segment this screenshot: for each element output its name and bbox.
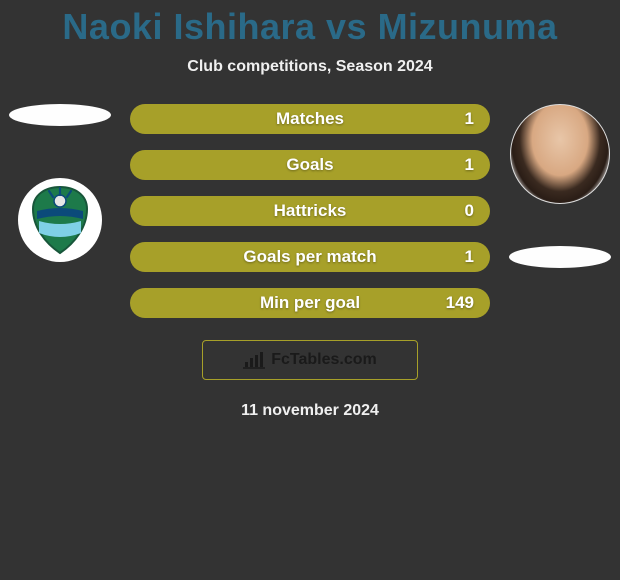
main-layout: Matches 1 Goals 1 Hattricks 0 Goals per … <box>0 104 620 318</box>
stat-value-right: 1 <box>465 109 474 129</box>
stat-value-right: 1 <box>465 155 474 175</box>
brand-text: FcTables.com <box>271 351 377 369</box>
stat-label: Matches <box>276 109 344 129</box>
player-photo-placeholder <box>9 104 111 126</box>
club-badge-left <box>18 178 102 262</box>
stat-row: Min per goal 149 <box>130 288 490 318</box>
stat-label: Goals per match <box>243 247 376 267</box>
player-photo <box>510 104 610 204</box>
stat-label: Min per goal <box>260 293 360 313</box>
footer-date: 11 november 2024 <box>0 402 620 420</box>
stat-row: Goals 1 <box>130 150 490 180</box>
page-subtitle: Club competitions, Season 2024 <box>0 58 620 76</box>
comparison-card: Naoki Ishihara vs Mizunuma Club competit… <box>0 0 620 420</box>
stat-value-right: 1 <box>465 247 474 267</box>
bar-chart-icon <box>243 351 265 369</box>
stats-list: Matches 1 Goals 1 Hattricks 0 Goals per … <box>120 104 500 318</box>
stat-value-right: 149 <box>446 293 474 313</box>
brand-banner[interactable]: FcTables.com <box>202 340 418 380</box>
stat-row: Goals per match 1 <box>130 242 490 272</box>
stat-label: Goals <box>286 155 333 175</box>
stat-value-right: 0 <box>465 201 474 221</box>
left-player-column <box>0 104 120 262</box>
stat-row: Hattricks 0 <box>130 196 490 226</box>
right-player-column <box>500 104 620 268</box>
page-title: Naoki Ishihara vs Mizunuma <box>0 6 620 48</box>
club-badge-placeholder <box>509 246 611 268</box>
shonan-bellmare-crest-icon <box>25 185 95 255</box>
stat-row: Matches 1 <box>130 104 490 134</box>
stat-label: Hattricks <box>274 201 347 221</box>
